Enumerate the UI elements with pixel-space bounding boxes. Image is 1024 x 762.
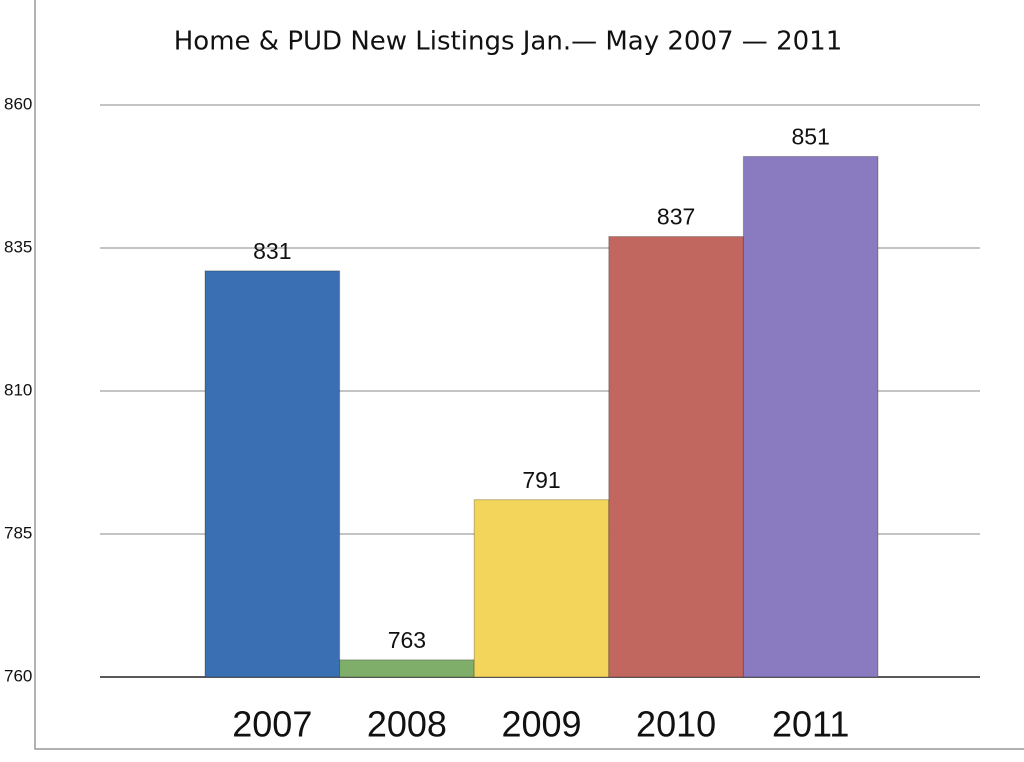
y-tick-label: 810 [4, 380, 32, 399]
value-label: 763 [388, 627, 426, 653]
y-tick-label: 785 [4, 523, 32, 542]
frame [34, 0, 1024, 750]
x-tick-label: 2011 [772, 704, 849, 745]
bar [608, 236, 744, 678]
value-label: 831 [253, 238, 291, 264]
x-tick-label: 2007 [232, 704, 312, 745]
x-tick-label: 2010 [636, 704, 716, 745]
bar [339, 659, 475, 678]
chart-title: Home & PUD New Listings Jan.— May 2007 —… [174, 27, 843, 57]
bar [204, 270, 341, 678]
y-tick-label: 860 [4, 94, 32, 113]
y-tick-label: 760 [4, 666, 32, 685]
bar [742, 155, 879, 678]
x-tick-label: 2008 [367, 704, 447, 745]
x-tick-label: 2009 [501, 704, 581, 745]
value-label: 837 [657, 204, 695, 230]
bar [473, 499, 610, 678]
value-label: 791 [522, 467, 560, 493]
y-tick-label: 835 [4, 237, 32, 256]
value-label: 851 [792, 124, 830, 150]
